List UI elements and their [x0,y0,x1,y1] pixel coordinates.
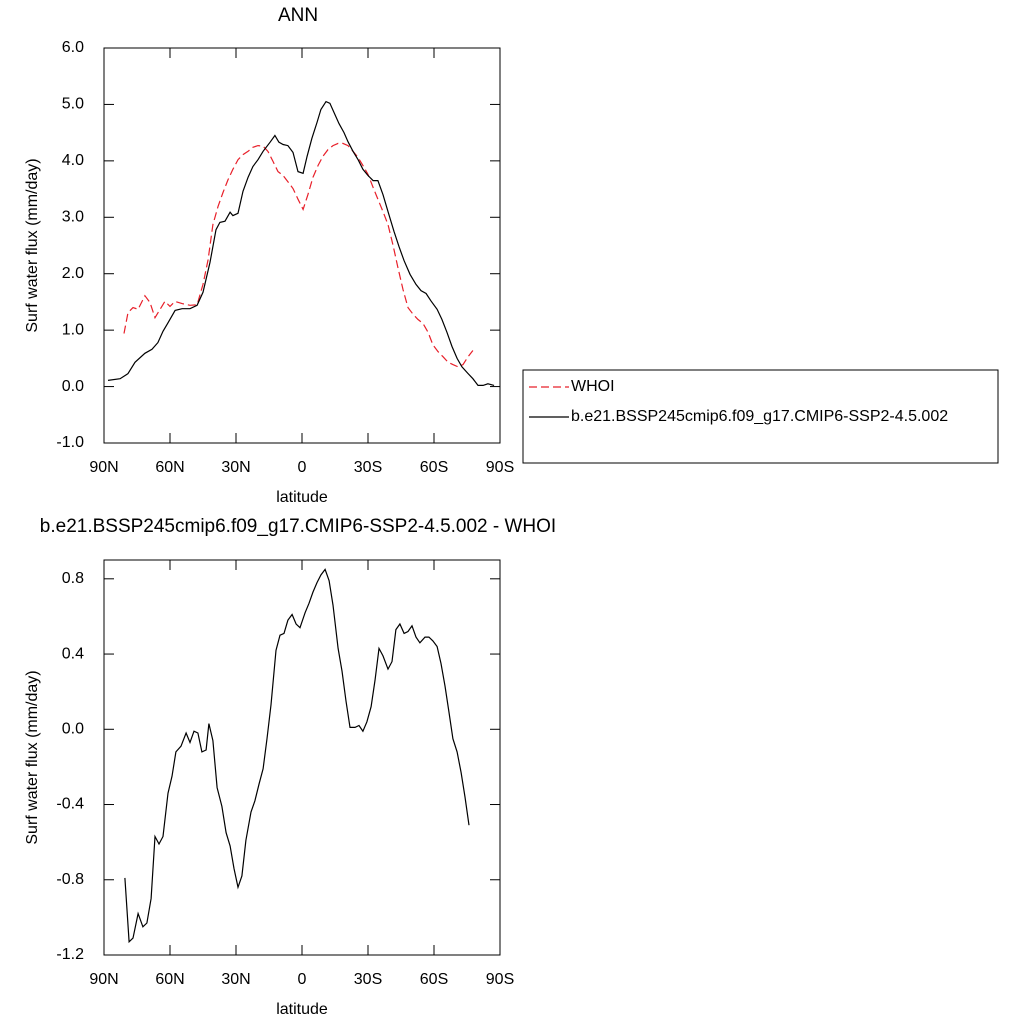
y-tick-label: -0.4 [56,796,84,813]
data-line [123,142,474,368]
x-tick-label: 60S [420,459,448,476]
x-axis-label: latitude [276,1001,328,1018]
x-tick-label: 30N [221,459,250,476]
x-axis-label: latitude [276,489,328,506]
x-tick-label: 90S [486,971,514,988]
y-tick-label: -0.8 [56,871,84,888]
plot-frame [103,559,501,956]
x-tick-label: 90N [89,971,118,988]
x-tick-label: 60S [420,971,448,988]
x-tick-label: 90S [486,459,514,476]
x-tick-label: 60N [155,459,184,476]
x-tick-label: 0 [298,459,307,476]
legend-box [522,369,999,464]
y-axis-label: Surf water flux (mm/day) [24,670,41,844]
y-tick-label: 6.0 [62,39,84,56]
legend-label: WHOI [571,378,615,395]
y-tick-label: 0.8 [62,570,84,587]
x-tick-label: 60N [155,971,184,988]
y-tick-label: -1.2 [56,946,84,963]
x-tick-label: 30S [354,459,382,476]
chart-title: b.e21.BSSP245cmip6.f09_g17.CMIP6-SSP2-4.… [40,516,556,537]
legend-label: b.e21.BSSP245cmip6.f09_g17.CMIP6-SSP2-4.… [571,408,948,425]
y-tick-label: 1.0 [62,321,84,338]
chart-title: ANN [278,5,318,26]
y-tick-label: 3.0 [62,209,84,226]
y-tick-label: 0.0 [62,721,84,738]
y-tick-label: 0.4 [62,645,84,662]
y-tick-label: 5.0 [62,96,84,113]
x-tick-label: 90N [89,459,118,476]
y-tick-label: 4.0 [62,152,84,169]
y-axis-label: Surf water flux (mm/day) [24,158,41,332]
plot-frame [103,47,501,444]
x-tick-label: 30N [221,971,250,988]
y-tick-label: 0.0 [62,378,84,395]
y-tick-label: -1.0 [56,434,84,451]
x-tick-label: 30S [354,971,382,988]
data-line [124,568,470,944]
y-tick-label: 2.0 [62,265,84,282]
data-line [107,100,495,386]
x-tick-label: 0 [298,971,307,988]
